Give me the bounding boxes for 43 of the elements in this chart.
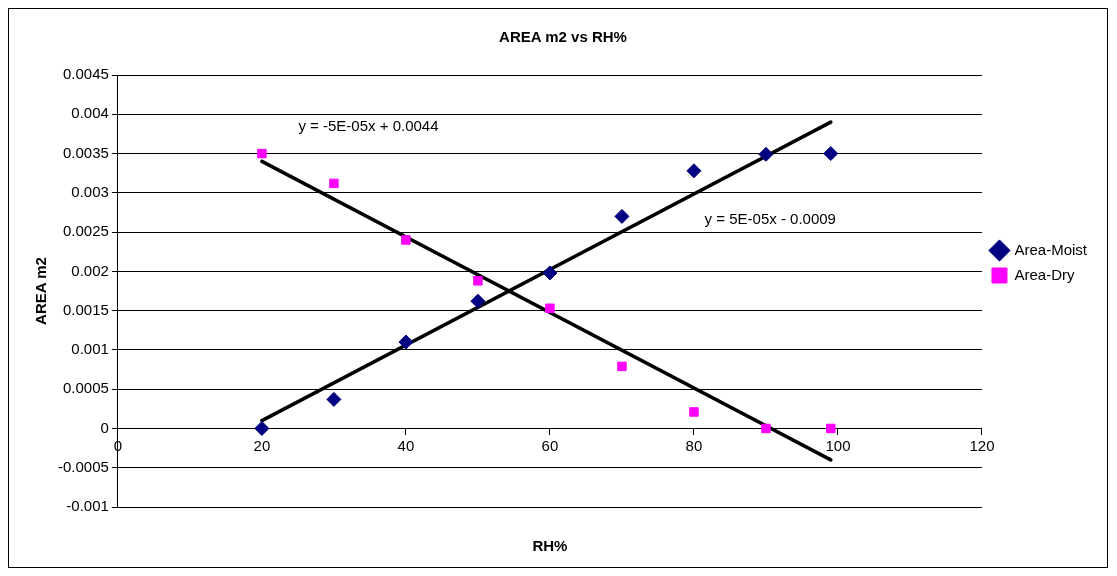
point	[689, 407, 699, 417]
point	[686, 163, 702, 179]
point	[398, 334, 414, 350]
point	[257, 148, 267, 159]
point	[758, 146, 774, 162]
y-tick-label: -0.0005	[58, 457, 109, 475]
point	[470, 293, 486, 309]
point	[542, 265, 558, 281]
y-axis-title: AREA m2	[32, 257, 50, 325]
point	[545, 303, 555, 314]
x-tick-label: 100	[825, 436, 851, 454]
x-tick-label: 60	[541, 436, 559, 454]
x-tick-label: 40	[397, 436, 415, 454]
y-tick-label: 0.002	[71, 261, 109, 279]
y-tick-label: 0.0045	[62, 65, 109, 83]
chart-title: AREA m2 vs RH%	[499, 28, 627, 46]
y-tick-label: 0	[100, 418, 109, 436]
y-tick-label: 0.0025	[62, 222, 109, 240]
y-tick-label: 0.0035	[62, 143, 109, 161]
point	[326, 391, 342, 407]
y-tick-label: 0.004	[71, 104, 109, 122]
legend-label: Area-Moist	[1014, 240, 1088, 258]
x-tick-label: 80	[685, 436, 703, 454]
y-tick-label: 0.0015	[62, 300, 109, 318]
y-tick-label: 0.001	[71, 340, 109, 358]
point	[473, 276, 483, 286]
point	[823, 146, 839, 162]
y-tick-label: 0.003	[71, 182, 109, 200]
point	[826, 423, 836, 434]
point	[254, 420, 270, 436]
point	[617, 361, 627, 372]
annotation: y = -5E-05x + 0.0044	[298, 116, 439, 134]
point	[761, 423, 771, 434]
y-tick-label: 0.0005	[62, 379, 109, 397]
y-tick-label: -0.001	[66, 497, 109, 515]
point	[614, 208, 630, 224]
annotation: y = 5E-05x - 0.0009	[704, 209, 836, 227]
x-tick-label: 20	[253, 436, 271, 454]
x-tick-label: 120	[969, 436, 995, 454]
x-axis-title: RH%	[532, 537, 568, 555]
point	[401, 235, 411, 245]
legend-label: Area-Dry	[1014, 265, 1075, 283]
point	[329, 178, 339, 189]
